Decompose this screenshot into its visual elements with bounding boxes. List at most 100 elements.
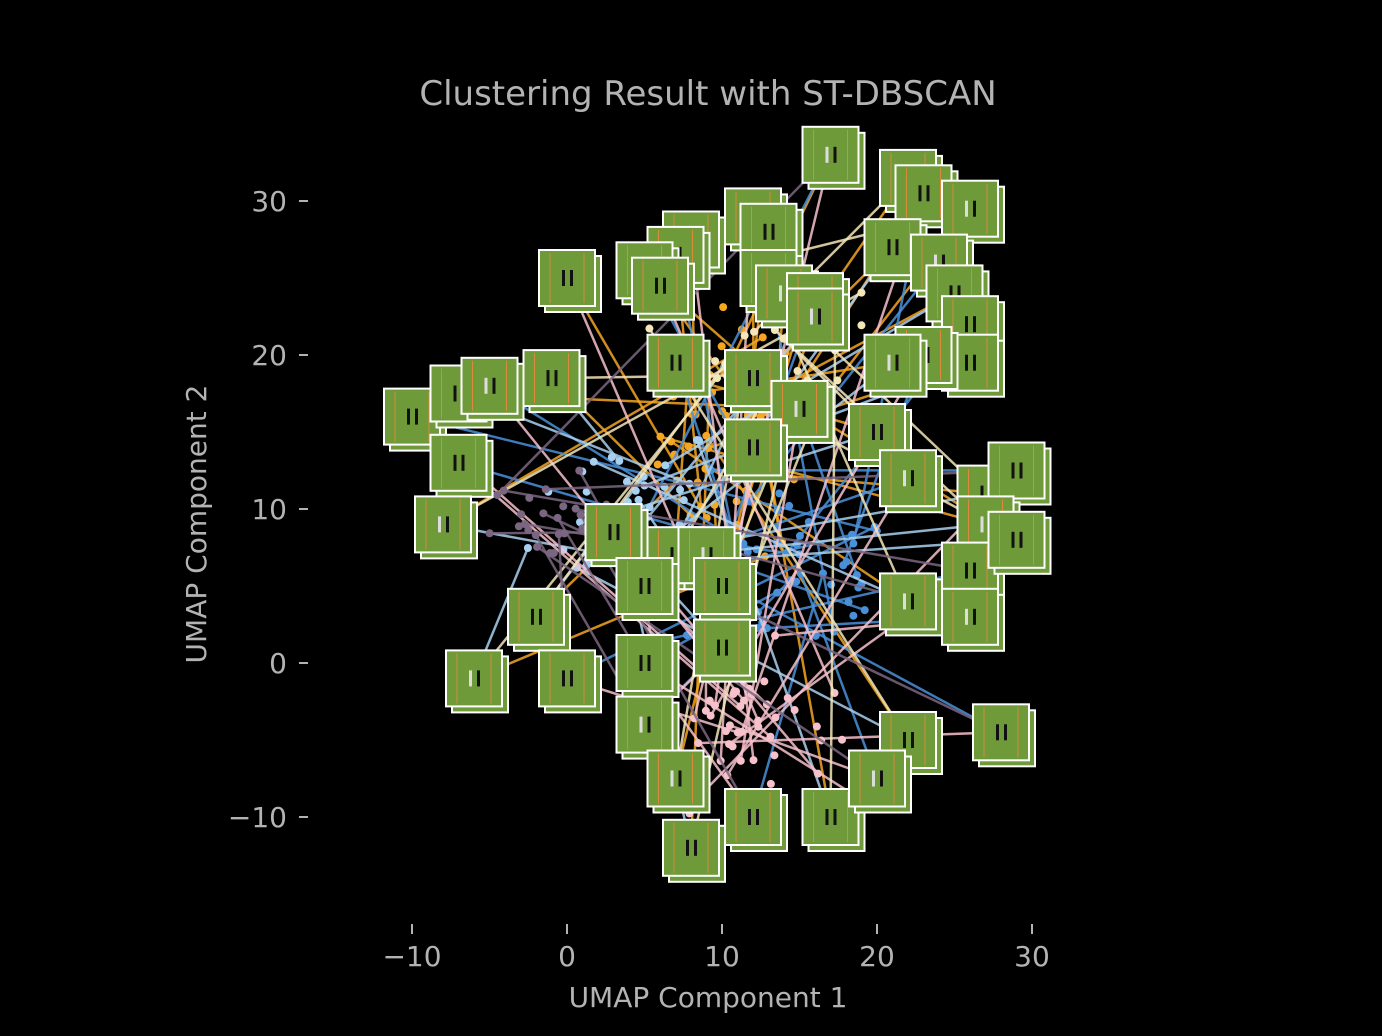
thumbnail-figure [833,146,837,163]
thumbnail-figure [903,732,906,748]
thumbnail-figure [748,439,751,456]
cluster-point [719,303,728,312]
image-thumbnail [724,418,788,483]
image-thumbnail [848,749,912,814]
thumbnail-image [803,127,858,182]
thumbnail-image [648,335,703,390]
cluster-point [749,756,758,765]
thumbnail-figure [461,454,465,471]
thumbnail-figure [554,370,558,387]
image-thumbnail [987,510,1052,575]
thumbnail-figure [477,670,480,687]
thumbnail-figure [639,716,643,733]
cluster-point [754,722,763,731]
image-thumbnail [786,287,850,352]
thumbnail-figure [942,254,945,271]
cluster-point [754,716,763,725]
cluster-point [531,531,540,540]
thumbnail-figure [1019,462,1023,479]
cluster-point [694,739,703,748]
cluster-point [842,557,851,566]
cluster-point [559,502,568,511]
cluster-point [705,696,714,705]
thumbnail-figure [965,608,968,625]
image-thumbnails [383,125,1052,883]
thumbnail-image [633,258,687,313]
thumbnail-figure [818,308,821,325]
cluster-point [766,732,775,741]
cluster-point [849,539,858,548]
thumbnail-figure [616,524,620,541]
thumbnail-image [943,181,997,236]
image-thumbnail [879,449,943,514]
thumbnail-figure [701,547,705,564]
thumbnail-figure [678,770,682,787]
x-tick-label: 0 [558,940,576,973]
y-tick-label: 30 [251,185,287,218]
cluster-link [565,277,708,519]
cluster-point [779,334,788,343]
cluster-point [725,721,734,730]
thumbnail-figure [934,254,937,271]
thumbnail-figure [957,285,961,302]
thumbnail-figure [973,562,976,579]
cluster-point [541,485,550,494]
thumbnail-figure [973,608,976,625]
thumbnail-image [617,697,672,752]
thumbnail-figure [484,377,488,394]
thumbnail-figure [973,354,976,371]
thumbnail-figure [973,316,976,333]
cluster-link [740,192,925,733]
thumbnail-image [617,559,672,613]
image-thumbnail [615,634,680,698]
thumbnail-figure [911,470,914,487]
thumbnail-image [431,435,486,490]
thumbnail-figure [562,670,565,687]
thumbnail-figure [763,223,767,240]
thumbnail-figure [748,370,751,387]
thumbnail-figure [647,578,651,594]
thumbnail-figure [492,377,496,394]
y-axis: −10 0 10 20 30 [228,185,308,834]
cluster-link [503,489,971,572]
cluster-point [645,324,654,333]
image-thumbnail [724,788,788,852]
thumbnail-figure [911,732,914,748]
cluster-link [733,587,1002,734]
thumbnail-figure [670,770,674,787]
thumbnail-figure [895,239,899,256]
image-thumbnail [801,125,866,190]
thumbnail-image [447,651,501,706]
thumbnail-image [881,451,935,506]
thumbnail-figure [911,593,914,610]
thumbnail-figure [926,347,930,363]
cluster-point [844,598,853,607]
cluster-link [698,731,1002,745]
thumbnail-figure [810,308,813,325]
thumbnail-figure [438,516,441,533]
cluster-point [485,529,494,538]
cluster-point [736,756,745,765]
cluster-point [857,321,866,330]
thumbnail-figure [779,285,782,302]
cluster-point [750,327,759,336]
thumbnail-figure [825,809,829,825]
thumbnail-figure [531,608,534,625]
cluster-point [622,477,631,486]
thumbnail-figure [453,385,457,402]
thumbnail-image [989,512,1044,567]
thumbnail-figure [686,839,689,856]
cluster-point [739,696,748,705]
thumbnail-figure [756,439,759,456]
thumbnail-figure [1004,724,1007,741]
y-tick-label: 20 [251,339,287,372]
cluster-point [493,491,502,500]
y-tick-label: −10 [228,801,287,834]
thumbnail-figure [647,655,651,671]
cluster-link [799,573,879,779]
thumbnail-image [989,443,1044,498]
thumbnail-image [695,559,749,613]
thumbnail-figure [949,285,953,302]
cluster-point [773,588,782,597]
thumbnail-figure [539,608,542,625]
